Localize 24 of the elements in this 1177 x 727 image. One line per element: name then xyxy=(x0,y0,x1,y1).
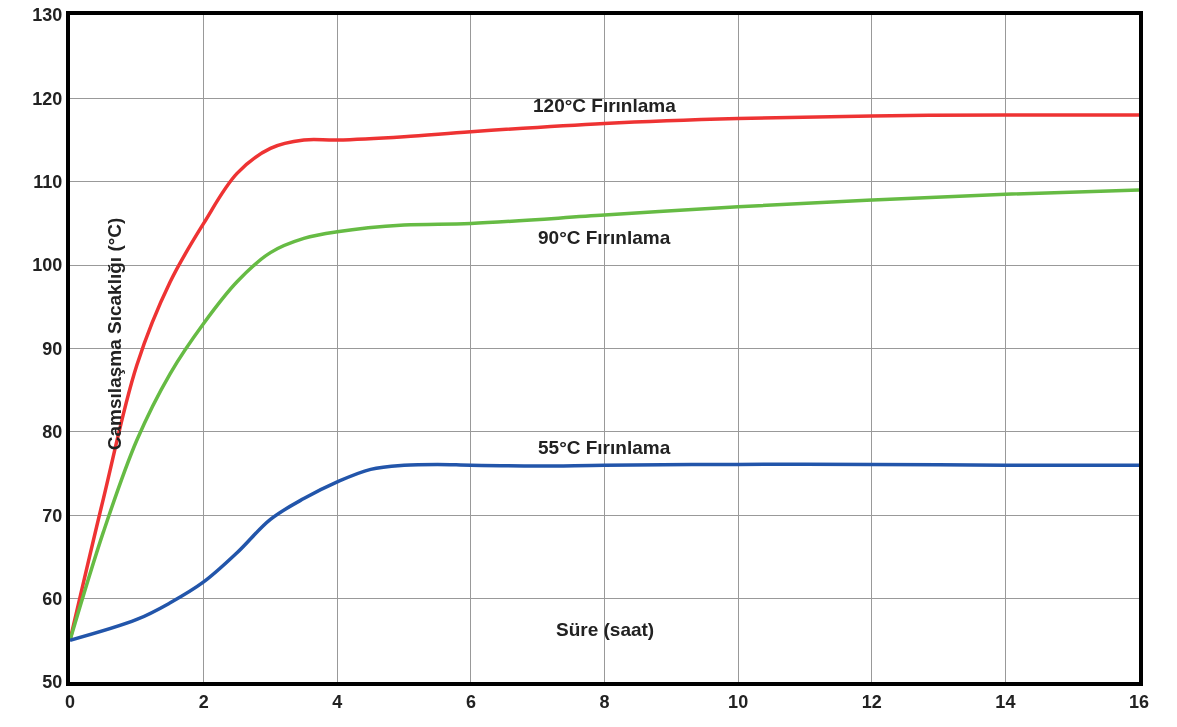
x-tick-label: 12 xyxy=(861,691,882,712)
series-label: 55°C Fırınlama xyxy=(538,437,671,458)
line-series xyxy=(70,462,1139,643)
y-tick-label: 60 xyxy=(42,588,63,609)
series-label: 90°C Fırınlama xyxy=(538,227,671,248)
y-tick-label: 90 xyxy=(42,338,63,359)
x-tick-label: 2 xyxy=(198,691,209,712)
x-tick-label: 4 xyxy=(332,691,343,712)
y-tick-label: 70 xyxy=(42,505,63,526)
y-tick-label: 80 xyxy=(42,422,63,443)
x-tick-label: 10 xyxy=(728,691,749,712)
y-axis-title: Camsılaşma Sıcaklığı (°C) xyxy=(103,217,125,451)
series-label: 120°C Fırınlama xyxy=(533,95,677,116)
y-tick-label: 110 xyxy=(33,172,63,193)
x-tick-label: 0 xyxy=(64,691,76,712)
x-tick-label: 6 xyxy=(465,691,476,712)
y-tick-label: 130 xyxy=(32,5,63,26)
x-axis-title: Süre (saat) xyxy=(556,619,655,640)
x-tick-label: 8 xyxy=(599,691,610,712)
x-tick-label: 14 xyxy=(995,691,1016,712)
y-tick-label: 50 xyxy=(42,672,63,693)
y-tick-label: 120 xyxy=(32,88,63,109)
y-tick-label: 100 xyxy=(32,255,63,276)
x-tick-label: 16 xyxy=(1128,691,1150,712)
